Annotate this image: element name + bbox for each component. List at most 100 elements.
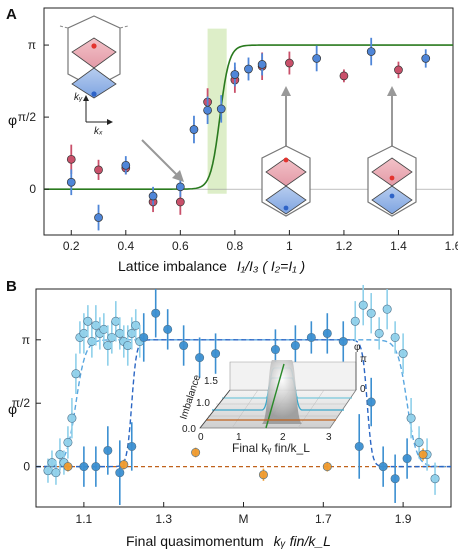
data-point-red [175, 197, 185, 207]
data-point-light [83, 316, 93, 326]
data-point-light [99, 324, 109, 334]
x-tick-label: 1.6 [445, 239, 458, 253]
data-point-light [131, 320, 141, 330]
data-point-red [285, 58, 294, 68]
data-point-light [71, 369, 81, 379]
data-point-light [358, 300, 368, 310]
inset-green-line [265, 363, 285, 429]
data-point-light [91, 320, 101, 330]
data-point-light [87, 336, 97, 346]
x-tick-label: 0.6 [172, 239, 189, 253]
data-point-orange [191, 447, 201, 457]
bz-hexagon-inset-a-right [367, 145, 417, 217]
panel-a-ylabel: φ [8, 112, 17, 128]
inset-ytick-00: 0.0 [182, 424, 196, 435]
data-point-light [366, 308, 376, 318]
data-point-blue [66, 177, 76, 187]
data-point-light [115, 328, 125, 338]
panel-b-fit-curves [35, 339, 452, 468]
inset-ztick-0: 0 [360, 384, 366, 395]
panel-a-data [66, 37, 431, 231]
data-point-dark [211, 349, 221, 359]
data-point-blue [257, 60, 267, 69]
bz-hexagon-inset-a [59, 15, 129, 99]
data-point-orange [322, 462, 332, 472]
data-point-blue [121, 160, 131, 170]
inset-xtick-1: 1 [236, 432, 242, 443]
data-point-light [63, 437, 73, 447]
data-point-blue [203, 105, 212, 115]
data-point-light [414, 437, 424, 447]
surface-plot-inset: Imbalance φ π 0 1.5 1.0 0.0 0 1 2 3 Fina… [178, 342, 367, 455]
x-tick-label: 1 [286, 239, 293, 253]
data-point-orange [418, 450, 428, 460]
data-point-blue [230, 70, 240, 79]
inset-xtick-3: 3 [326, 432, 332, 443]
arrow-up-middle [281, 86, 291, 150]
data-point-dark [270, 345, 280, 355]
panel-b-xlabel: Final quasimomentum kᵧ fin/k_L [126, 533, 331, 549]
data-point-dark [354, 441, 364, 451]
data-point-light [111, 316, 121, 326]
ky-axis-label: kᵧ [74, 92, 83, 103]
panel-a-label: A [6, 6, 17, 23]
x-tick-label: 1.7 [315, 512, 332, 526]
data-point-dark [390, 474, 400, 484]
arrow-up-right [387, 86, 397, 150]
panel-a-fit-curve [44, 44, 453, 190]
data-point-dark [91, 462, 101, 472]
data-point-blue [366, 47, 376, 56]
data-point-light [55, 450, 65, 460]
panel-b-ylabel: φ [8, 401, 17, 417]
data-point-light [382, 304, 392, 314]
data-point-dark [163, 324, 173, 334]
x-tick-label: 1.2 [336, 239, 353, 253]
data-point-dark [322, 328, 332, 338]
inset-ztick-pi: π [360, 354, 367, 365]
data-point-blue [244, 64, 253, 74]
fit-curve-fit_light [35, 339, 452, 468]
data-point-dark [402, 454, 412, 464]
kx-axis-label: kₓ [94, 126, 103, 137]
data-point-blue [175, 182, 185, 192]
data-point-orange [119, 460, 129, 470]
x-tick-label: 1.9 [395, 512, 412, 526]
inset-ytick-10: 1.0 [196, 398, 210, 409]
data-point-dark [115, 468, 125, 478]
data-point-red [394, 65, 403, 75]
x-tick-label: 0.2 [63, 239, 80, 253]
data-point-light [67, 413, 77, 423]
data-point-red [94, 165, 103, 175]
fit-band-rect [207, 28, 227, 194]
x-tick-label: 1.3 [155, 512, 172, 526]
data-point-blue [148, 191, 158, 201]
data-point-blue [189, 125, 199, 134]
data-point-blue [94, 213, 103, 222]
data-point-light [406, 413, 416, 423]
arrow-to-transition [141, 139, 184, 182]
data-point-orange [63, 462, 73, 472]
inset-zlabel: φ [354, 342, 361, 353]
data-point-dark [195, 353, 205, 363]
data-point-dark [139, 332, 149, 342]
inset-xtick-0: 0 [198, 432, 204, 443]
panel-b-x-ticks: 1.1 1.3 M 1.7 1.9 [76, 502, 412, 526]
data-point-dark [151, 308, 161, 318]
panel-a-xlabel: Lattice imbalance I₁/I₃ ( I₂=I₁ ) [118, 258, 305, 274]
data-point-dark [290, 341, 300, 351]
data-point-dark [378, 462, 388, 472]
data-point-light [127, 328, 137, 338]
data-point-red [339, 71, 349, 81]
data-point-light [398, 349, 408, 359]
data-point-light [43, 466, 53, 476]
data-point-dark [103, 445, 113, 455]
data-point-dark [179, 341, 189, 351]
data-point-dark [79, 462, 89, 472]
inset-ytick-15: 1.5 [204, 376, 218, 387]
data-point-light [390, 332, 400, 342]
data-point-dark [306, 332, 316, 342]
data-point-blue [312, 54, 322, 63]
data-point-light [374, 328, 384, 338]
data-point-dark [366, 397, 376, 407]
